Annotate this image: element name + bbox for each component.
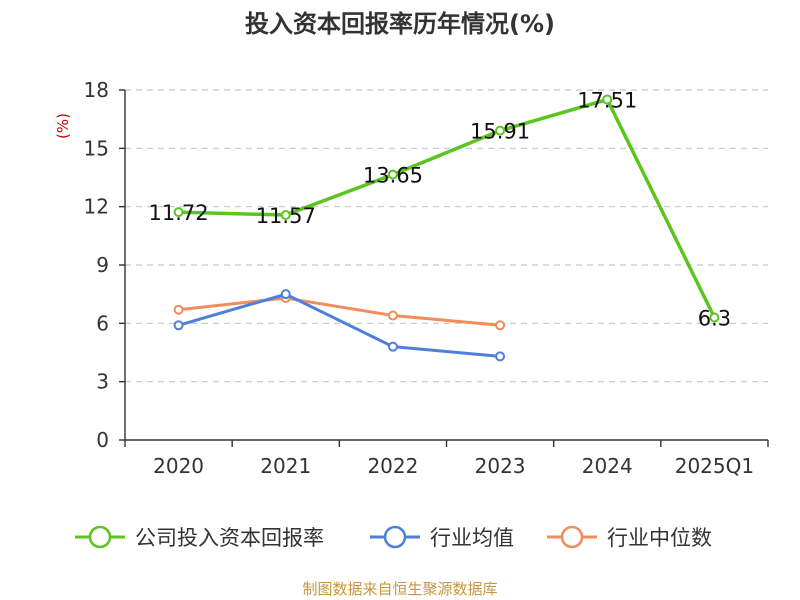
x-tick-label: 2022 [367, 454, 418, 478]
series-lines [173, 94, 720, 362]
data-point [387, 310, 398, 321]
data-point [173, 304, 184, 315]
legend-marker-icon [88, 525, 112, 549]
legend-marker-icon [560, 525, 584, 549]
source-note: 制图数据来自恒生聚源数据库 [302, 580, 497, 598]
y-tick-label: 6 [96, 311, 109, 335]
y-tick-label: 12 [84, 195, 109, 219]
data-point [173, 207, 184, 218]
data-label: 6.3 [698, 307, 731, 331]
y-axis-label: (%) [54, 113, 72, 139]
x-tick-label: 2025Q1 [675, 454, 754, 478]
series-line [178, 296, 501, 327]
legend-marker-icon [383, 525, 407, 549]
y-tick-label: 3 [96, 370, 109, 394]
y-tick-label: 0 [96, 428, 109, 452]
x-tick-label: 2023 [475, 454, 526, 478]
legend-label: 行业中位数 [607, 526, 712, 550]
axes: 0 3 6 9 12 15 18 2020 2021 2022 2023 2024 2025Q1 [84, 78, 769, 478]
y-tick-label: 15 [84, 136, 109, 160]
x-tick-label: 2024 [582, 454, 633, 478]
data-point [387, 341, 398, 352]
legend-item[interactable]: 行业中位数 [547, 525, 712, 550]
data-point [602, 94, 613, 105]
y-tick-label: 18 [84, 78, 109, 102]
data-label: 15.91 [470, 120, 530, 144]
data-labels: 11.72 11.57 13.65 15.91 17.51 6.3 [149, 89, 732, 331]
data-label: 11.57 [256, 204, 316, 228]
x-tick-label: 2020 [153, 454, 204, 478]
data-label: 13.65 [363, 164, 423, 188]
data-point [495, 125, 506, 136]
data-label: 11.72 [149, 201, 209, 225]
legend: 公司投入资本回报率 行业均值 行业中位数 [75, 525, 712, 550]
series-line [178, 97, 716, 319]
legend-item[interactable]: 公司投入资本回报率 [75, 525, 324, 550]
data-label: 17.51 [577, 89, 637, 113]
data-point [495, 320, 506, 331]
series-line [178, 292, 501, 358]
legend-label: 公司投入资本回报率 [135, 526, 324, 550]
data-point [173, 320, 184, 331]
chart-title: 投入资本回报率历年情况(%) [245, 10, 555, 38]
x-tick-label: 2021 [260, 454, 311, 478]
gridlines [125, 89, 768, 383]
y-tick-label: 9 [96, 253, 109, 277]
legend-item[interactable]: 行业均值 [370, 525, 514, 550]
data-point [280, 210, 291, 221]
data-point [709, 312, 720, 323]
data-point [280, 289, 291, 300]
legend-label: 行业均值 [430, 526, 514, 550]
data-point [495, 351, 506, 362]
data-point [387, 169, 398, 180]
